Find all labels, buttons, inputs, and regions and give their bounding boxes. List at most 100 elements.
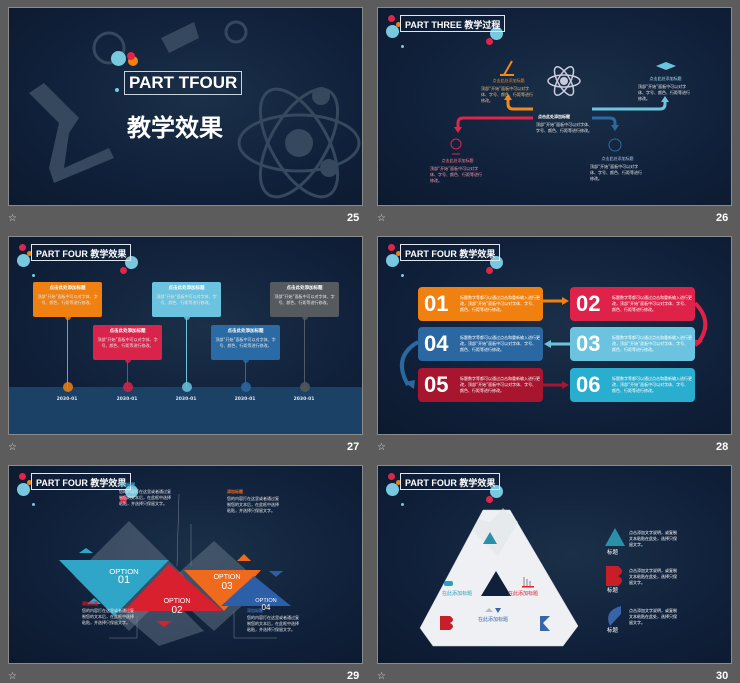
timeline-date: 2030-01 [175, 397, 197, 402]
slide-thumbnail-27[interactable]: PART FOUR 教学效果 点击此处添加标题顶部“开始”面板中可以对字体、字号… [8, 236, 363, 435]
item-body: 顶部“开始”面板中可以对字体、字号、颜色、行距等进行修改。 [590, 164, 642, 181]
slide-header: PART FOUR 教学效果 [31, 244, 132, 261]
slide-number: 30 [716, 670, 729, 682]
star-icon[interactable]: ☆ [377, 671, 386, 682]
timeline-card[interactable]: 点击此处添加标题 顶部“开始”面板中可以对字体、字号、颜色、行距等进行修改。 [270, 282, 339, 317]
option-number: 02 [171, 604, 183, 616]
timeline-point[interactable] [62, 382, 73, 392]
step-card[interactable]: 05 标题数字等都可以通过点击和重新输入进行更改，顶部“开始”面板中可以对字体、字… [418, 368, 543, 402]
step-card[interactable]: 04 标题数字等都可以通过点击和重新输入进行更改，顶部“开始”面板中可以对字体、字… [418, 327, 543, 361]
timeline-card[interactable]: 点击此处添加标题顶部“开始”面板中可以对字体、字号、颜色、行距等进行修改。 [152, 282, 221, 317]
slide-thumbnail-29[interactable]: PART FOUR 教学效果 OPTION 01 OPTION 02 OPTION 03 O… [8, 465, 363, 664]
star-icon[interactable]: ☆ [377, 213, 386, 224]
arrow-up-icon [485, 608, 493, 612]
timeline-date: 2030-01 [116, 397, 138, 402]
slide-header: PART FOUR 教学效果 [31, 473, 132, 490]
slide-number: 27 [347, 441, 360, 453]
globe-icon [450, 138, 462, 150]
star-icon[interactable]: ☆ [8, 213, 17, 224]
option-label[interactable]: OPTION 03 [207, 574, 247, 591]
timeline-card[interactable]: 点击此处添加标题 顶部“开始”面板中可以对字体、字号、颜色、行距等进行修改。 [93, 325, 162, 360]
option-text: OPTION [109, 567, 139, 576]
note-body: 您的内容打在这里或者通过复制您的文本后，在此框中选择粘贴，并选择只保留文字。 [119, 489, 171, 506]
option-label[interactable]: OPTION 04 [246, 598, 286, 612]
timeline-date: 2030-01 [293, 397, 315, 402]
legend-title: 标题 [607, 588, 619, 594]
option-03-triangle [184, 570, 261, 611]
item-title: 点击此处添加标题 [441, 158, 474, 163]
triangle-label: 在此添加标题 [478, 617, 509, 623]
card-body: 顶部“开始”面板中可以对字体、字号、颜色、行距等进行修改。 [156, 294, 217, 305]
note-body: 您的内容打在这里或者通过复制您的文本后，在此框中选择粘贴，并选择只保留文字。 [247, 615, 299, 632]
slide-thumbnail-26[interactable]: PART THREE 教学过程 点击此处添加标题 顶部“开始”面板中可以对字体、… [377, 7, 732, 206]
timeline-date: 2030-01 [56, 397, 78, 402]
slide-number: 28 [716, 441, 729, 453]
b-logo-icon [440, 616, 453, 630]
card-body: 顶部“开始”面板中可以对字体、字号、颜色、行距等进行修改。 [97, 337, 158, 348]
star-icon[interactable]: ☆ [8, 671, 17, 682]
card-body: 顶部“开始”面板中可以对字体、字号、颜色、行距等进行修改。 [274, 294, 335, 305]
a-logo-icon [483, 532, 497, 544]
c-legend-icon [608, 606, 621, 626]
slide-number: 29 [347, 670, 360, 682]
timeline-point[interactable] [299, 382, 310, 392]
option-text: OPTION [255, 598, 277, 604]
step-card[interactable]: 03 标题数字等都可以通过点击和重新输入进行更改，顶部“开始”面板中可以对字体、字… [570, 327, 695, 361]
timeline-node [301, 314, 308, 320]
cup-icon [444, 581, 453, 586]
timeline-connector [245, 360, 246, 387]
option-text: OPTION [213, 574, 241, 581]
note-title: 添加标题 [227, 489, 243, 494]
option-number: 01 [117, 574, 131, 587]
step-body: 标题数字等都可以通过点击和重新输入进行更改，顶部“开始”面板中可以对字体、字号、… [612, 295, 692, 312]
star-icon[interactable]: ☆ [377, 442, 386, 453]
b-legend-icon [606, 566, 622, 586]
card-title: 点击此处添加标题 [168, 286, 205, 291]
timeline-card[interactable]: 点击此处添加标题 顶部“开始”面板中可以对字体、字号、颜色、行距等进行修改。 [33, 282, 102, 317]
c-logo-icon [540, 616, 550, 631]
option-04-triangle [221, 576, 291, 606]
item-body: 顶部“开始”面板中可以对字体、字号、颜色、行距等进行修改。 [430, 166, 482, 183]
timeline-connector [304, 317, 305, 387]
slide-header: PART FOUR 教学效果 [400, 473, 501, 490]
triangle-label: 在此添加标题 [442, 591, 473, 597]
step-card[interactable]: 02 标题数字等都可以通过点击和重新输入进行更改，顶部“开始”面板中可以对字体、字… [570, 287, 695, 321]
legend-title: 标题 [607, 628, 619, 634]
card-title: 点击此处添加标题 [49, 286, 86, 291]
option-label[interactable]: OPTION 02 [157, 598, 197, 615]
timeline-point[interactable] [181, 382, 192, 392]
timeline-node [242, 357, 249, 363]
item-title: 点击此处添加标题 [601, 156, 634, 161]
step-body: 标题数字等都可以通过点击和重新输入进行更改，顶部“开始”面板中可以对字体、字号、… [460, 335, 540, 352]
slide-header: PART THREE 教学过程 [400, 15, 506, 32]
timeline-point[interactable] [240, 382, 251, 392]
timeline-connector [127, 360, 128, 387]
timeline-point[interactable] [122, 382, 133, 392]
step-number: 04 [424, 331, 449, 356]
star-icon[interactable]: ☆ [8, 442, 17, 453]
timeline-node [124, 357, 131, 363]
slide-title-cn: 教学效果 [127, 114, 223, 142]
item-title: 点击此处添加标题 [649, 76, 682, 81]
step-card[interactable]: 06 标题数字等都可以通过点击和重新输入进行更改，顶部“开始”面板中可以对字体、字… [570, 368, 695, 402]
slide-thumbnail-25[interactable]: PART TFOUR 教学效果 [8, 7, 363, 206]
card-title: 点击此处添加标题 [227, 329, 264, 334]
timeline-node [183, 314, 190, 320]
graduation-cap-icon [161, 22, 199, 53]
slide-thumbnail-30[interactable]: PART FOUR 教学效果 在此添加标题 在此添加标题 在此添加标题 标题 点击添加文… [377, 465, 732, 664]
note-body: 您的内容打在这里或者通过复制您的文本后，在此框中选择粘贴，并选择只保留文字。 [227, 496, 279, 513]
step-number: 03 [576, 331, 601, 356]
bar-chart-icon [523, 577, 531, 586]
option-label[interactable]: OPTION 01 [104, 567, 144, 586]
note-title: 添加标题 [119, 482, 135, 487]
step-card[interactable]: 01 标题数字等都可以通过点击和重新输入进行更改，顶部“开始”面板中可以对字体、字… [418, 287, 543, 321]
legend-body: 点击添加文字说明，或复制文本粘贴在此处，选择只保留文字。 [629, 530, 677, 547]
step-body: 标题数字等都可以通过点击和重新输入进行更改，顶部“开始”面板中可以对字体、字号、… [612, 376, 692, 393]
timeline-connector [186, 317, 187, 387]
timeline-card[interactable]: 点击此处添加标题 顶部“开始”面板中可以对字体、字号、颜色、行距等进行修改。 [211, 325, 280, 360]
slide-thumbnail-28[interactable]: PART FOUR 教学效果 01 标题数字等都可以通过点击和重新输入进行更改，顶… [377, 236, 732, 435]
option-01-triangle [59, 560, 169, 616]
note-body: 您的内容打在这里或者通过复制您的文本后，在此框中选择粘贴，并选择只保留文字。 [82, 608, 134, 625]
slide-number: 25 [347, 212, 360, 224]
step-number: 01 [424, 291, 449, 316]
